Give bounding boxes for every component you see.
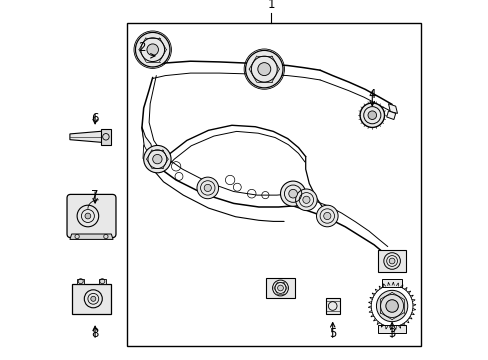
Circle shape (359, 103, 384, 127)
Circle shape (385, 300, 398, 312)
Bar (265, 278, 294, 298)
Circle shape (280, 181, 305, 206)
Circle shape (302, 196, 309, 203)
Circle shape (376, 290, 407, 322)
Bar (378, 325, 405, 333)
Text: 8: 8 (91, 327, 99, 340)
Circle shape (272, 280, 288, 296)
Text: 1: 1 (267, 0, 275, 11)
Bar (325, 298, 339, 314)
Text: 7: 7 (91, 189, 99, 202)
Polygon shape (77, 279, 84, 284)
Circle shape (257, 63, 270, 76)
Text: 4: 4 (368, 88, 375, 101)
Text: 2: 2 (138, 41, 145, 54)
Circle shape (323, 212, 330, 220)
Bar (381, 279, 401, 287)
Polygon shape (70, 131, 104, 143)
Circle shape (152, 154, 162, 164)
Circle shape (197, 177, 218, 199)
Circle shape (204, 184, 211, 192)
Polygon shape (72, 284, 111, 314)
Bar (377, 250, 406, 272)
Polygon shape (386, 111, 395, 120)
Text: 3: 3 (387, 327, 395, 340)
Polygon shape (101, 129, 110, 145)
Circle shape (367, 111, 376, 120)
Circle shape (91, 296, 96, 301)
Polygon shape (70, 234, 113, 239)
Circle shape (146, 44, 158, 55)
Circle shape (85, 213, 91, 219)
Circle shape (383, 253, 400, 269)
Bar (127, 23, 420, 346)
FancyBboxPatch shape (67, 194, 116, 238)
Circle shape (388, 258, 394, 264)
Circle shape (135, 32, 170, 67)
Polygon shape (99, 279, 106, 284)
Circle shape (295, 189, 317, 211)
Circle shape (245, 50, 283, 88)
Circle shape (316, 205, 337, 227)
Polygon shape (387, 104, 397, 113)
Text: 5: 5 (328, 327, 336, 340)
Polygon shape (142, 127, 156, 166)
Circle shape (288, 189, 297, 198)
Text: 6: 6 (91, 112, 99, 125)
Circle shape (143, 145, 171, 173)
Polygon shape (142, 145, 153, 167)
Circle shape (277, 285, 283, 291)
